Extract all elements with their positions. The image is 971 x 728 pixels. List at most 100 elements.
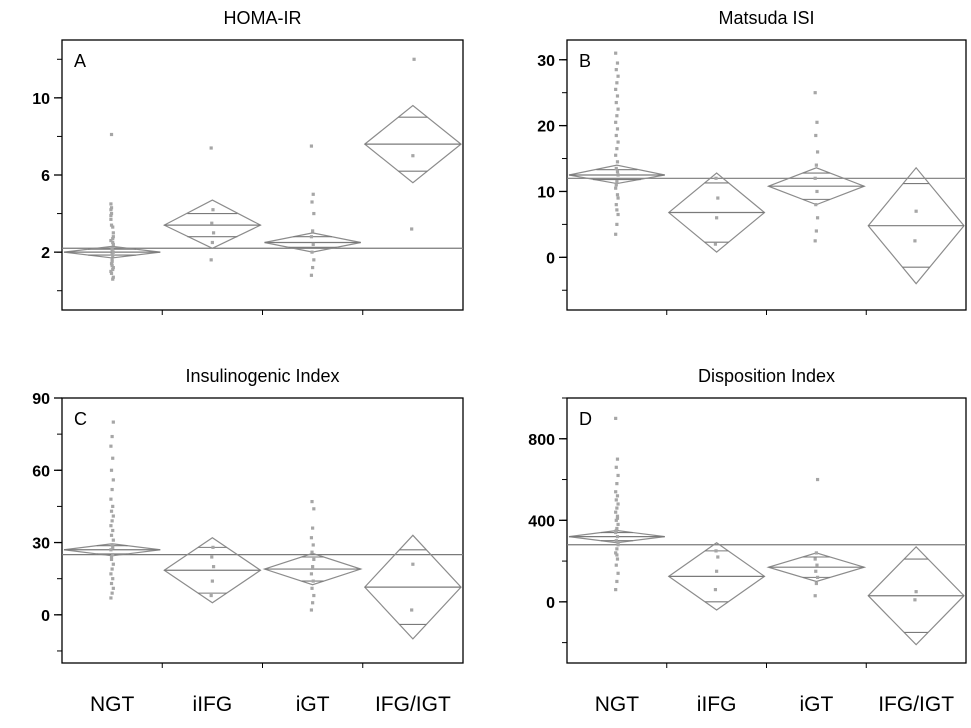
y-tick-label: 0 bbox=[546, 250, 555, 267]
data-point bbox=[311, 265, 315, 270]
data-point bbox=[109, 271, 114, 275]
data-point bbox=[309, 235, 314, 239]
data-point bbox=[614, 551, 618, 555]
x-category-label: IFG/IGT bbox=[375, 693, 451, 716]
data-point bbox=[209, 146, 213, 150]
data-point bbox=[616, 543, 620, 547]
data-point bbox=[210, 240, 214, 245]
data-point bbox=[616, 196, 620, 200]
data-point bbox=[616, 173, 620, 177]
y-tick-label: 90 bbox=[32, 391, 50, 408]
data-point bbox=[616, 107, 620, 111]
panel-c: Insulinogenic Index C 0 30 60 90 bbox=[32, 366, 464, 668]
panel-letter: B bbox=[579, 51, 591, 71]
data-point bbox=[615, 147, 619, 151]
data-point bbox=[109, 524, 113, 528]
data-point bbox=[111, 242, 115, 247]
data-point bbox=[615, 516, 620, 520]
panel-title: HOMA-IR bbox=[224, 8, 302, 28]
data-point bbox=[311, 579, 315, 583]
y-tick-label: 0 bbox=[41, 608, 50, 625]
data-point bbox=[713, 588, 718, 592]
data-point bbox=[614, 588, 618, 592]
data-point bbox=[716, 196, 720, 200]
data-point bbox=[111, 420, 115, 424]
data-point bbox=[813, 594, 817, 598]
data-point bbox=[111, 275, 115, 279]
data-point bbox=[713, 242, 718, 246]
data-point bbox=[614, 120, 618, 124]
data-point bbox=[311, 601, 315, 605]
data-point bbox=[616, 74, 620, 78]
y-tick-label: 60 bbox=[32, 463, 50, 480]
data-point bbox=[311, 565, 315, 569]
plot-frame bbox=[61, 397, 464, 664]
x-category-label: IFG/IGT bbox=[878, 693, 954, 716]
data-point bbox=[111, 254, 115, 258]
data-point bbox=[111, 552, 115, 557]
data-point bbox=[614, 183, 618, 187]
data-point bbox=[616, 571, 620, 575]
data-point bbox=[111, 237, 115, 241]
data-point bbox=[312, 211, 316, 216]
data-point bbox=[814, 581, 818, 586]
data-point bbox=[913, 239, 917, 243]
data-point bbox=[111, 267, 115, 272]
data-point bbox=[813, 239, 817, 243]
data-point bbox=[615, 553, 619, 557]
data-point bbox=[614, 51, 618, 55]
data-point bbox=[111, 478, 115, 482]
data-point bbox=[309, 536, 314, 540]
data-point bbox=[310, 250, 314, 254]
data-point bbox=[814, 163, 818, 167]
data-point bbox=[715, 569, 719, 573]
data-point bbox=[614, 87, 618, 91]
data-point bbox=[211, 565, 216, 569]
data-point bbox=[109, 202, 113, 206]
data-point bbox=[110, 252, 114, 256]
panel-letter: A bbox=[74, 51, 86, 71]
x-category-label: iIFG bbox=[193, 693, 233, 716]
data-point bbox=[111, 545, 115, 549]
data-point bbox=[616, 140, 620, 144]
data-point bbox=[211, 545, 215, 549]
data-point bbox=[614, 153, 618, 157]
data-point bbox=[111, 528, 115, 533]
data-point bbox=[614, 518, 618, 522]
data-point bbox=[614, 166, 618, 171]
data-point bbox=[614, 465, 618, 469]
data-point bbox=[209, 258, 213, 262]
y-tick-label: 6 bbox=[41, 168, 50, 185]
data-point bbox=[110, 487, 114, 492]
data-point bbox=[209, 593, 213, 598]
data-point bbox=[615, 61, 620, 65]
data-point bbox=[614, 563, 618, 567]
data-point bbox=[714, 549, 718, 553]
data-point bbox=[111, 235, 115, 239]
data-point bbox=[814, 133, 818, 138]
data-point bbox=[109, 468, 114, 472]
data-point bbox=[614, 539, 618, 543]
data-point bbox=[311, 192, 315, 196]
data-point bbox=[109, 206, 114, 210]
data-point bbox=[110, 434, 114, 439]
data-point bbox=[110, 543, 114, 547]
data-point bbox=[614, 416, 618, 420]
data-point bbox=[210, 579, 214, 583]
data-point bbox=[411, 562, 415, 566]
x-category-label: NGT bbox=[595, 693, 640, 716]
data-point bbox=[311, 242, 315, 247]
data-point bbox=[111, 586, 115, 590]
data-point bbox=[813, 91, 817, 95]
data-point bbox=[814, 569, 818, 573]
panel-letter: D bbox=[579, 409, 592, 429]
data-point bbox=[815, 120, 819, 124]
data-point bbox=[615, 547, 619, 551]
data-point bbox=[111, 538, 115, 542]
data-point bbox=[309, 572, 314, 576]
data-point bbox=[615, 208, 619, 212]
data-point bbox=[614, 133, 618, 138]
data-point bbox=[815, 216, 820, 220]
data-point bbox=[312, 557, 316, 562]
